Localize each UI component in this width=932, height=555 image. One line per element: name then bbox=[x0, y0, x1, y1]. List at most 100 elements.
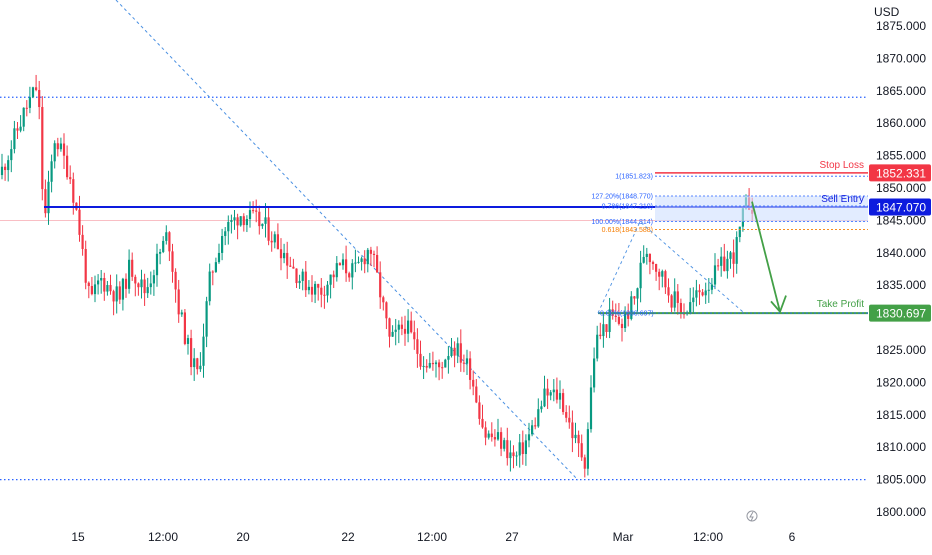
candle-body bbox=[205, 301, 208, 337]
candle-body bbox=[521, 442, 524, 455]
candle-body bbox=[348, 273, 351, 278]
candle-body bbox=[180, 312, 183, 315]
candle-body bbox=[149, 283, 152, 288]
candle-body bbox=[738, 226, 741, 238]
candle-body bbox=[236, 217, 239, 226]
candle-body bbox=[19, 126, 22, 131]
fib-level-0-label: 0.00%(1830.697) bbox=[600, 311, 654, 318]
candle-body bbox=[422, 365, 425, 367]
candle-body bbox=[391, 331, 394, 337]
candle-body bbox=[562, 393, 565, 413]
candle-body bbox=[537, 409, 540, 427]
candle-body bbox=[481, 418, 484, 428]
candle-body bbox=[100, 277, 103, 281]
candle-body bbox=[605, 324, 608, 333]
stop-loss-price-tag-text: 1852.331 bbox=[876, 166, 926, 180]
candle-body bbox=[38, 90, 41, 108]
candle-body bbox=[695, 290, 698, 298]
candle-body bbox=[450, 347, 453, 357]
candle-body bbox=[317, 283, 320, 288]
candle-body bbox=[410, 320, 413, 333]
candle-body bbox=[267, 217, 270, 241]
candle-body bbox=[655, 264, 658, 272]
candle-body bbox=[279, 249, 283, 259]
candle-body bbox=[735, 237, 738, 264]
candle-body bbox=[500, 432, 503, 449]
candle-body bbox=[233, 217, 236, 221]
candle-body bbox=[261, 223, 264, 227]
candle-body bbox=[304, 271, 307, 291]
y-tick-label: 1815.000 bbox=[876, 408, 926, 422]
candle-body bbox=[456, 343, 459, 356]
candle-body bbox=[230, 220, 233, 222]
candle-body bbox=[255, 210, 258, 212]
candle-body bbox=[661, 271, 664, 277]
candle-body bbox=[394, 329, 397, 332]
y-tick-label: 1840.000 bbox=[876, 246, 926, 260]
candle-body bbox=[47, 181, 50, 214]
candle-body bbox=[345, 259, 348, 274]
candle-body bbox=[617, 316, 620, 324]
candle-body bbox=[183, 312, 186, 344]
x-tick-label: 22 bbox=[341, 530, 355, 544]
candle-body bbox=[273, 234, 276, 243]
candle-body bbox=[425, 365, 428, 368]
candle-body bbox=[515, 455, 518, 457]
candle-body bbox=[484, 427, 487, 438]
candle-body bbox=[221, 236, 224, 253]
candle-body bbox=[416, 339, 419, 354]
candle-body bbox=[447, 356, 450, 360]
candle-body bbox=[354, 262, 357, 264]
candle-body bbox=[599, 334, 602, 337]
candle-body bbox=[363, 258, 366, 265]
candle-body bbox=[692, 297, 695, 303]
y-tick-label: 1860.000 bbox=[876, 116, 926, 130]
candle-body bbox=[227, 221, 230, 232]
candle-body bbox=[630, 296, 633, 319]
sell-entry-annotation: Sell Entry bbox=[821, 194, 864, 205]
sell-entry-price-tag-box bbox=[869, 198, 931, 216]
y-tick-label: 1835.000 bbox=[876, 278, 926, 292]
candle-body bbox=[62, 143, 66, 156]
fib-level-786-label: 0.786(1847.210) bbox=[602, 204, 653, 211]
candle-body bbox=[546, 388, 549, 396]
candle-body bbox=[140, 279, 143, 288]
candle-body bbox=[53, 143, 56, 162]
candle-body bbox=[199, 365, 202, 370]
candle-body bbox=[400, 324, 403, 329]
candle-body bbox=[726, 258, 729, 272]
candle-body bbox=[338, 263, 341, 266]
candle-body bbox=[323, 294, 326, 296]
x-tick-label: 6 bbox=[789, 530, 796, 544]
candle-body bbox=[128, 259, 131, 289]
fib-level-127-label: 127.20%(1848.770) bbox=[592, 193, 654, 200]
candle-body bbox=[283, 252, 286, 259]
candle-body bbox=[503, 440, 506, 449]
candle-body bbox=[214, 262, 217, 272]
candle-body bbox=[397, 324, 400, 330]
candle-body bbox=[642, 256, 645, 263]
candle-body bbox=[301, 271, 304, 281]
projection-arrow-line bbox=[751, 201, 781, 312]
candle-body bbox=[264, 217, 267, 224]
candle-body bbox=[462, 362, 465, 364]
candle-body bbox=[298, 280, 301, 284]
candle-body bbox=[596, 334, 599, 359]
candle-body bbox=[518, 442, 521, 456]
candle-body bbox=[66, 155, 69, 178]
candle-body bbox=[469, 358, 472, 380]
candle-body bbox=[44, 189, 47, 214]
candle-body bbox=[366, 249, 369, 265]
candle-body bbox=[239, 216, 242, 226]
candle-body bbox=[664, 271, 667, 288]
candle-body bbox=[382, 297, 385, 303]
candle-body bbox=[276, 234, 279, 250]
candle-body bbox=[586, 429, 589, 469]
candle-body bbox=[648, 253, 651, 263]
candle-body bbox=[121, 278, 124, 300]
currency-label: USD bbox=[874, 5, 900, 19]
candle-body bbox=[115, 286, 118, 302]
candle-body bbox=[385, 302, 388, 319]
